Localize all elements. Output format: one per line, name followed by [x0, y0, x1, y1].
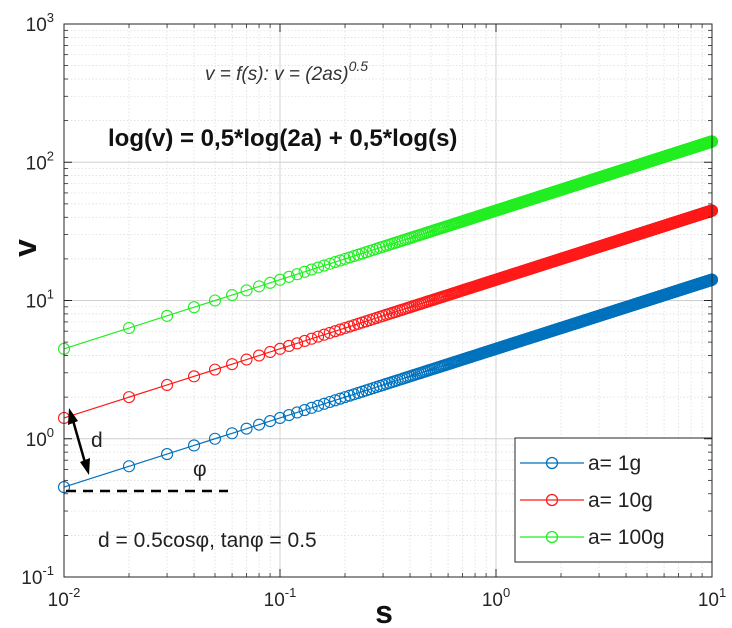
- data-point: [122, 391, 136, 404]
- data-point: [240, 422, 253, 435]
- data-point: [334, 323, 347, 336]
- data-point: [161, 448, 174, 461]
- x-tick-label: 100: [482, 585, 510, 611]
- series-layer: [57, 135, 719, 494]
- y-tick-label: 101: [26, 287, 54, 313]
- ticks-layer: [63, 23, 713, 578]
- data-point: [311, 399, 325, 412]
- data-point: [226, 288, 239, 302]
- y-tick-label: 10-1: [21, 563, 54, 589]
- data-point: [240, 284, 253, 297]
- data-point: [282, 339, 295, 353]
- data-point: [253, 418, 266, 431]
- series-1: [57, 273, 719, 494]
- data-point: [338, 321, 352, 335]
- data-point: [161, 309, 174, 322]
- formula-annotation: v = f(s): v = (2as)0.5: [205, 58, 368, 85]
- legend-label-3: a= 100g: [588, 526, 665, 549]
- y-axis-label: v: [7, 239, 43, 257]
- phi-label: φ: [193, 458, 207, 481]
- data-point: [318, 328, 331, 341]
- data-point: [122, 460, 136, 473]
- data-point: [305, 263, 318, 276]
- x-axis-label: s: [375, 594, 393, 628]
- x-tick-label: 101: [698, 585, 726, 611]
- legend-marker-3: [545, 530, 559, 544]
- distance-arrow: [68, 408, 90, 475]
- data-point: [305, 401, 318, 414]
- data-point: [208, 363, 222, 376]
- legend-marker-2: [545, 493, 559, 507]
- data-point: [226, 358, 239, 371]
- data-point: [273, 411, 287, 424]
- data-point: [240, 353, 253, 366]
- y-tick-label: 102: [26, 148, 54, 174]
- data-point: [282, 409, 295, 422]
- series-2: [57, 204, 719, 424]
- data-point: [338, 391, 352, 404]
- legend: a= 1g a= 10g a= 100g: [514, 437, 713, 563]
- x-tick-label: 10-2: [48, 585, 81, 611]
- data-point: [282, 270, 295, 283]
- data-point: [334, 392, 347, 405]
- series-3: [57, 135, 719, 355]
- data-point: [273, 342, 287, 355]
- y-tick-label: 100: [26, 425, 54, 451]
- data-point: [291, 406, 304, 419]
- data-point: [187, 439, 201, 452]
- data-point: [298, 334, 311, 347]
- data-point: [291, 337, 304, 350]
- log-formula-annotation: log(v) = 0,5*log(2a) + 0,5*log(s): [108, 125, 457, 152]
- data-point: [253, 280, 266, 293]
- data-point: [311, 330, 325, 343]
- data-point: [187, 370, 201, 383]
- data-point: [318, 397, 331, 410]
- d-label: d: [91, 429, 103, 452]
- data-point: [187, 301, 201, 314]
- data-point: [273, 273, 287, 286]
- data-point: [226, 427, 239, 440]
- data-point: [253, 349, 266, 362]
- y-tick-label: 103: [26, 10, 54, 36]
- d-formula-annotation: d = 0.5cosφ, tanφ = 0.5: [98, 529, 317, 552]
- data-point: [298, 404, 311, 417]
- data-point: [161, 378, 174, 392]
- data-point: [291, 268, 304, 281]
- legend-label-1: a= 1g: [588, 452, 641, 475]
- data-point: [122, 321, 136, 335]
- data-point: [208, 294, 222, 307]
- x-tick-label: 10-1: [264, 585, 297, 611]
- data-point: [318, 259, 331, 272]
- data-point: [208, 432, 222, 445]
- data-point: [334, 254, 347, 267]
- data-point: [311, 261, 325, 274]
- legend-label-2: a= 10g: [588, 489, 653, 512]
- data-point: [298, 265, 311, 278]
- data-point: [305, 332, 318, 345]
- legend-marker-1: [545, 456, 559, 470]
- data-point: [338, 252, 352, 265]
